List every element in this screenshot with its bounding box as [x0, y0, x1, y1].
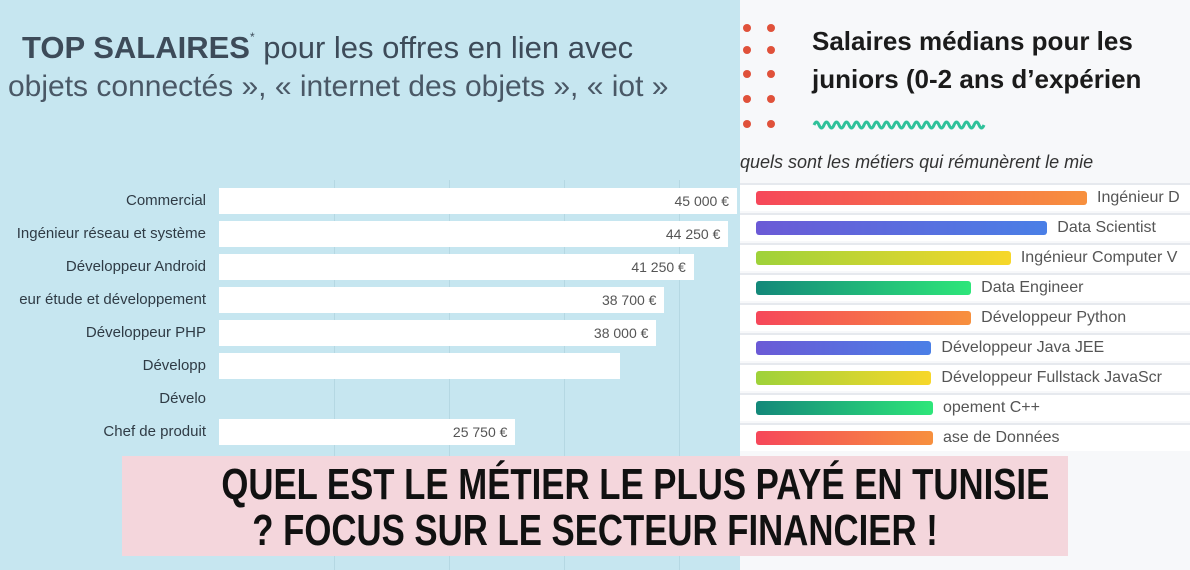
list-item: opement C++ — [740, 393, 1190, 421]
category-label: Développ — [142, 357, 206, 374]
category-label: Ingénieur réseau et système — [16, 225, 206, 242]
bar-value-label: 38 000 € — [593, 325, 649, 341]
category-label: Développeur Python — [981, 309, 1127, 326]
wavy-underline — [812, 120, 986, 130]
bar — [756, 281, 972, 295]
bar: 25 750 € — [219, 419, 516, 445]
bar-value-label: 44 250 € — [665, 226, 721, 242]
bar: 45 000 € — [219, 188, 737, 214]
category-label: ase de Données — [943, 429, 1060, 446]
dot — [743, 46, 751, 54]
list-item: Ingénieur D — [740, 183, 1190, 211]
dot — [767, 46, 775, 54]
category-label: Data Scientist — [1057, 219, 1156, 236]
bar-value-label: 38 700 € — [601, 292, 657, 308]
bar — [756, 311, 972, 325]
dot — [743, 24, 751, 32]
category-label: Ingénieur D — [1097, 189, 1180, 206]
bar: 41 250 € — [219, 254, 694, 280]
bar — [756, 191, 1087, 205]
bar-value-label: 41 250 € — [631, 259, 686, 275]
category-label: Développeur Android — [65, 258, 206, 275]
category-label: eur étude et développement — [19, 291, 206, 308]
category-label: Commercial — [125, 192, 206, 209]
title-rest: pour les offres en lien avec — [254, 30, 634, 65]
right-chart-title-line1: Salaires médians pour les — [812, 26, 1133, 56]
bar — [756, 401, 933, 415]
list-item: Développeur Python — [740, 303, 1190, 331]
dot — [743, 95, 751, 103]
bar — [756, 431, 933, 445]
bar: 38 000 € — [219, 320, 657, 346]
category-label: Développeur Fullstack JavaScr — [941, 369, 1162, 386]
bar — [756, 221, 1048, 235]
banner-line-1: QUEL EST LE MÉTIER LE PLUS PAYÉ EN TUNIS… — [221, 460, 1050, 509]
bar-value-label: 45 000 € — [674, 193, 730, 209]
article-title-banner: QUEL EST LE MÉTIER LE PLUS PAYÉ EN TUNIS… — [122, 456, 1068, 556]
dot — [767, 120, 775, 128]
list-item: Data Scientist — [740, 213, 1190, 241]
list-item: Data Engineer — [740, 273, 1190, 301]
category-label: Chef de produit — [103, 423, 206, 440]
list-item: Ingénieur Computer V — [740, 243, 1190, 271]
list-item: Développeur Fullstack JavaScr — [740, 363, 1190, 391]
bar — [756, 251, 1011, 265]
left-chart-title-line2: objets connectés », « internet des objet… — [8, 70, 669, 103]
category-label: opement C++ — [943, 399, 1040, 416]
category-label: Développeur PHP — [85, 324, 206, 341]
bar: 44 250 € — [219, 221, 729, 247]
category-label: Data Engineer — [981, 279, 1084, 296]
dot — [767, 95, 775, 103]
right-chart-title-line2: juniors (0-2 ans d’expérien — [812, 64, 1142, 94]
banner-line-2: ? FOCUS SUR LE SECTEUR FINANCIER ! — [252, 506, 938, 555]
dot — [743, 120, 751, 128]
title-asterisk: * — [249, 30, 255, 44]
bar — [756, 371, 932, 385]
bar-value-label: 25 750 € — [452, 424, 508, 440]
list-item: ase de Données — [740, 423, 1190, 451]
dot — [767, 70, 775, 78]
dot — [767, 24, 775, 32]
bar: 38 700 € — [219, 287, 665, 313]
dot — [743, 70, 751, 78]
left-chart-title: TOP SALAIRES* pour les offres en lien av… — [22, 30, 633, 66]
bar — [756, 341, 932, 355]
category-label: Ingénieur Computer V — [1020, 249, 1178, 266]
title-bold: TOP SALAIRES — [22, 30, 250, 65]
category-label: Dévelo — [159, 390, 206, 407]
bar — [219, 353, 620, 379]
list-item: Développeur Java JEE — [740, 333, 1190, 361]
gridline — [679, 180, 681, 570]
category-label: Développeur Java JEE — [941, 339, 1105, 356]
right-chart-subtitle: quels sont les métiers qui rémunèrent le… — [740, 152, 1094, 172]
